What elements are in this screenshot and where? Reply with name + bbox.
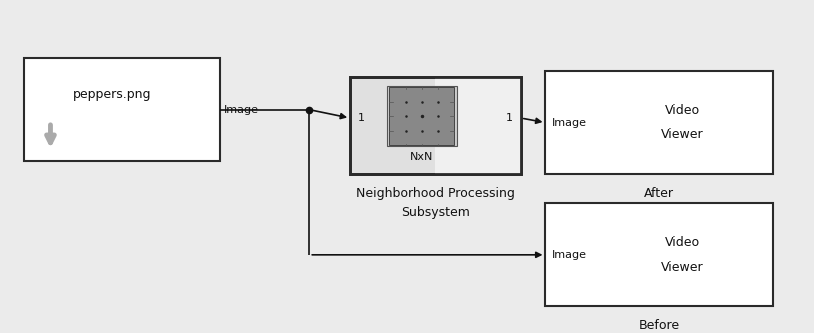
Text: 1: 1 [358, 113, 365, 123]
Bar [545, 203, 773, 306]
Bar [387, 86, 457, 146]
Text: Viewer: Viewer [661, 261, 703, 274]
Text: Neighborhood Processing: Neighborhood Processing [356, 187, 515, 200]
Text: 1: 1 [505, 113, 513, 123]
Bar [350, 77, 521, 174]
Text: peppers.png: peppers.png [73, 88, 151, 101]
Bar [389, 87, 454, 145]
Bar [350, 77, 521, 174]
Text: Viewer: Viewer [661, 129, 703, 142]
Text: Image: Image [224, 105, 259, 115]
Text: After: After [645, 187, 674, 200]
Text: Video: Video [664, 104, 700, 117]
Text: Image: Image [552, 250, 587, 260]
Bar [24, 58, 220, 161]
Text: NxN: NxN [410, 152, 434, 162]
Text: Image: Image [552, 118, 587, 128]
Text: Video: Video [664, 236, 700, 249]
Bar [545, 71, 773, 174]
Text: Subsystem: Subsystem [401, 206, 470, 219]
Text: Before: Before [639, 319, 680, 332]
Bar [435, 77, 521, 174]
